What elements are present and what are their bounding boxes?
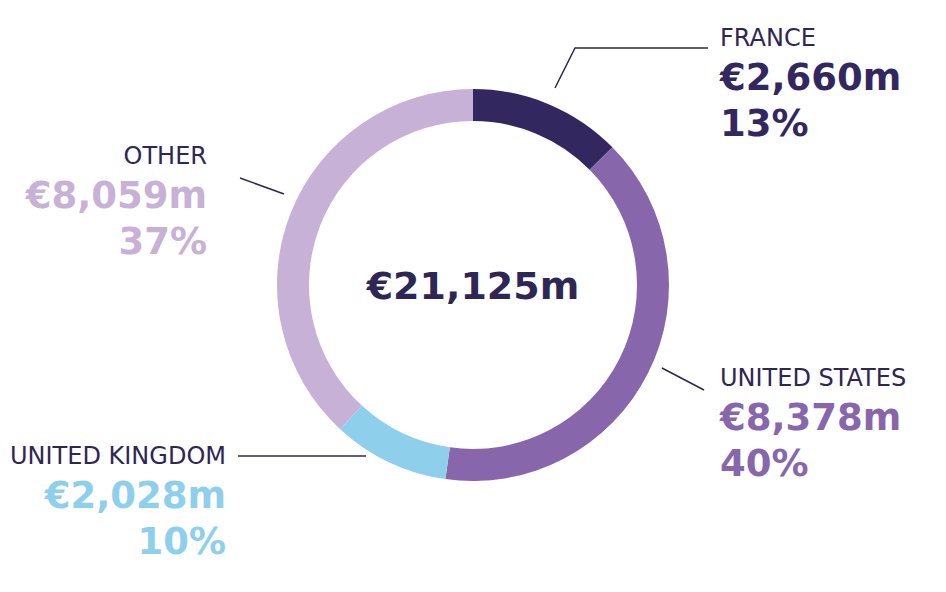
svg-text:€21,125m: €21,125m (366, 264, 580, 308)
svg-text:UNITED KINGDOM: UNITED KINGDOM (10, 442, 226, 470)
svg-text:OTHER: OTHER (124, 142, 207, 170)
svg-text:37%: 37% (118, 220, 207, 263)
svg-text:€8,378m: €8,378m (719, 396, 901, 439)
svg-text:10%: 10% (137, 520, 226, 563)
svg-text:13%: 13% (720, 102, 809, 145)
svg-text:UNITED STATES: UNITED STATES (720, 364, 906, 392)
svg-text:€8,059m: €8,059m (25, 174, 207, 217)
svg-text:40%: 40% (720, 442, 809, 485)
svg-text:FRANCE: FRANCE (720, 24, 816, 52)
svg-text:€2,028m: €2,028m (44, 474, 226, 517)
svg-text:€2,660m: €2,660m (719, 56, 901, 99)
